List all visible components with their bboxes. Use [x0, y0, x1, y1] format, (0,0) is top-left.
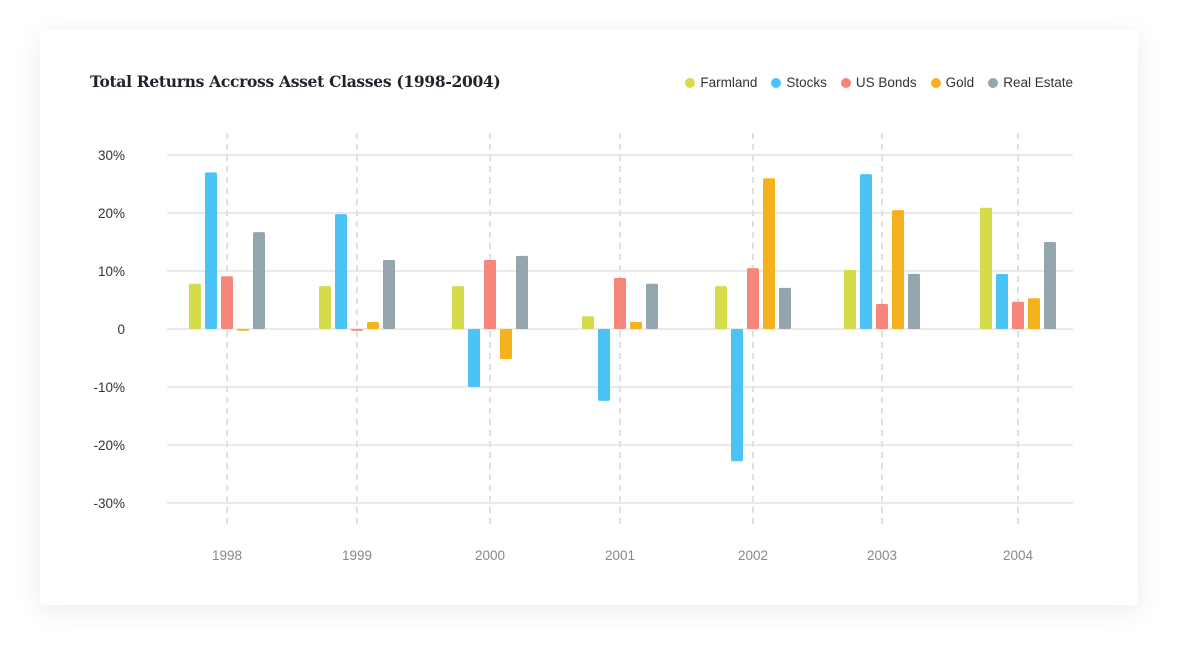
- bar-farmland-1998: [189, 283, 201, 329]
- legend-label: Real Estate: [1003, 75, 1073, 90]
- bar-us-bonds-1998: [221, 276, 233, 329]
- x-tick-label: 2002: [738, 548, 768, 563]
- bar-gold-2004: [1028, 298, 1040, 329]
- y-tick-label: 0: [117, 322, 125, 337]
- legend-swatch: [840, 77, 851, 88]
- legend-swatch: [685, 77, 696, 88]
- legend-label: Gold: [945, 75, 975, 90]
- bar-stocks-1998: [205, 172, 217, 329]
- legend-item-stocks[interactable]: Stocks: [771, 75, 827, 90]
- bar-gold-2002: [763, 178, 775, 329]
- legend: Farmland Stocks US Bonds Gold Real Estate: [685, 75, 1073, 90]
- legend-item-us-bonds[interactable]: US Bonds: [840, 75, 917, 90]
- bar-real-estate-2003: [908, 273, 920, 329]
- bar-stocks-2004: [996, 273, 1008, 329]
- legend-swatch: [930, 77, 941, 88]
- bar-stocks-2000: [468, 329, 480, 387]
- bar-gold-1998: [237, 329, 249, 331]
- bar-stocks-2001: [598, 329, 610, 401]
- bar-farmland-1999: [319, 286, 331, 329]
- x-tick-label: 2004: [1003, 548, 1034, 563]
- x-tick-label: 1998: [212, 548, 242, 563]
- bar-real-estate-2000: [516, 255, 528, 329]
- y-tick-label: 20%: [98, 206, 125, 221]
- x-tick-label: 2000: [475, 548, 505, 563]
- legend-item-gold[interactable]: Gold: [930, 75, 975, 90]
- bar-us-bonds-2003: [876, 304, 888, 329]
- legend-item-real-estate[interactable]: Real Estate: [988, 75, 1073, 90]
- bar-us-bonds-2004: [1012, 301, 1024, 329]
- bar-farmland-2000: [452, 286, 464, 329]
- bar-us-bonds-1999: [351, 329, 363, 331]
- bar-farmland-2004: [980, 207, 992, 329]
- bar-gold-2001: [630, 322, 642, 329]
- bar-stocks-2003: [860, 174, 872, 329]
- bar-real-estate-1999: [383, 259, 395, 329]
- bar-gold-2003: [892, 210, 904, 329]
- x-tick-label: 2001: [605, 548, 635, 563]
- bar-farmland-2001: [582, 316, 594, 329]
- bar-farmland-2002: [715, 286, 727, 329]
- y-tick-label: -30%: [93, 496, 125, 511]
- legend-item-farmland[interactable]: Farmland: [685, 75, 757, 90]
- bar-us-bonds-2000: [484, 259, 496, 329]
- x-tick-label: 1999: [342, 548, 372, 563]
- x-tick-label: 2003: [867, 548, 897, 563]
- legend-label: Stocks: [786, 75, 827, 90]
- legend-label: Farmland: [700, 75, 758, 90]
- bar-farmland-2003: [844, 269, 856, 329]
- bar-gold-2000: [500, 329, 512, 360]
- y-tick-label: -20%: [93, 438, 125, 453]
- y-tick-label: 10%: [98, 264, 125, 279]
- legend-label: US Bonds: [855, 75, 917, 90]
- y-tick-label: 30%: [98, 148, 125, 163]
- bar-gold-1999: [367, 322, 379, 329]
- bar-us-bonds-2002: [747, 268, 759, 329]
- legend-swatch: [988, 77, 999, 88]
- y-tick-label: -10%: [93, 380, 125, 395]
- bar-us-bonds-2001: [614, 277, 626, 329]
- bar-real-estate-2002: [779, 287, 791, 329]
- bar-real-estate-2001: [646, 283, 658, 329]
- bar-real-estate-2004: [1044, 242, 1056, 329]
- bar-real-estate-1998: [253, 232, 265, 329]
- legend-swatch: [771, 77, 782, 88]
- chart-title: Total Returns Accross Asset Classes (199…: [90, 72, 501, 91]
- bar-stocks-1999: [335, 214, 347, 329]
- bar-stocks-2002: [731, 329, 743, 462]
